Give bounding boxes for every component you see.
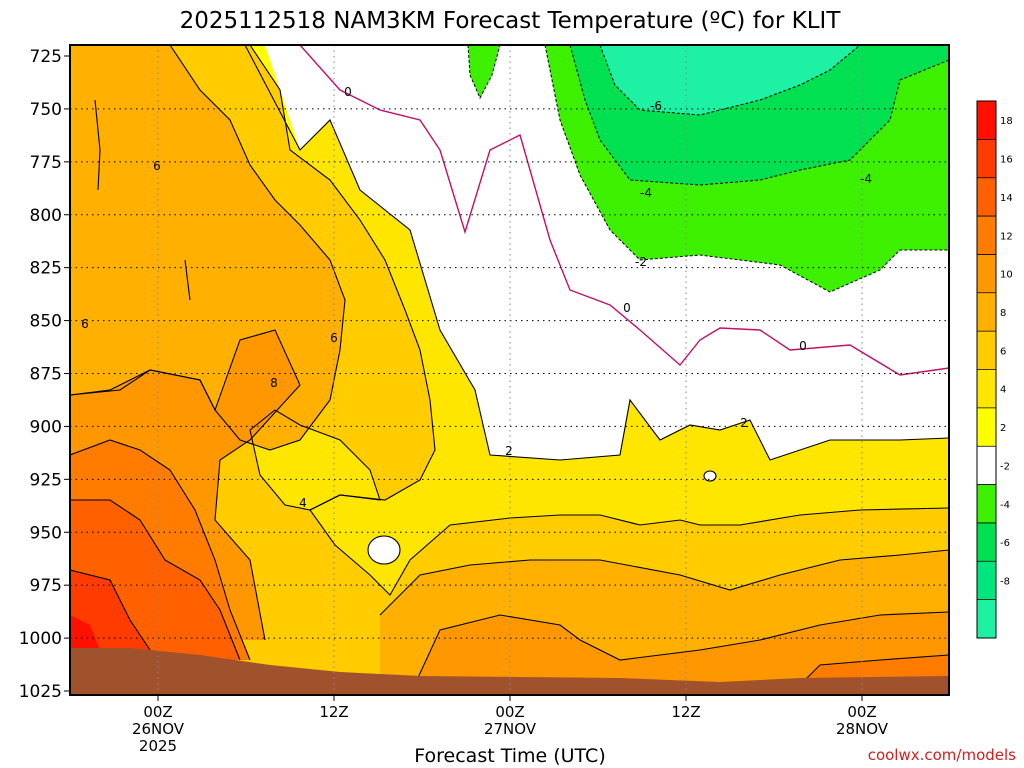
y-tick-label: 900 bbox=[30, 417, 62, 437]
y-tick-label: 850 bbox=[30, 312, 62, 332]
terrain-ground bbox=[70, 648, 949, 695]
contour-label: -2 bbox=[635, 255, 647, 269]
x-tick-label: 00Z bbox=[143, 703, 172, 721]
colorbar-tick-label: 4 bbox=[1000, 385, 1006, 396]
chart-title: 2025112518 NAM3KM Forecast Temperature (… bbox=[180, 8, 842, 34]
y-tick-label: 1000 bbox=[19, 629, 62, 649]
y-tick-label: 1025 bbox=[19, 682, 62, 702]
colorbar-tick-label: 6 bbox=[1000, 346, 1006, 357]
y-tick-label: 800 bbox=[30, 206, 62, 226]
contour-label: -4 bbox=[860, 172, 872, 186]
contour-label: 6 bbox=[330, 331, 338, 345]
plot-area bbox=[70, 45, 949, 695]
colorbar-band bbox=[977, 561, 996, 601]
colorbar-tick-label: 2 bbox=[1000, 423, 1006, 434]
colorbar-tick-label: 10 bbox=[1000, 270, 1013, 281]
y-tick-label: 775 bbox=[30, 153, 62, 173]
colorbar-tick-label: -4 bbox=[1000, 500, 1010, 511]
colorbar-tick-label: 12 bbox=[1000, 231, 1013, 242]
colorbar-band bbox=[977, 254, 996, 294]
negative-isotherms bbox=[467, 45, 949, 293]
x-tick-label: 00Z bbox=[495, 703, 524, 721]
colorbar-tick-label: 18 bbox=[1000, 116, 1013, 127]
contour-label: 2 bbox=[505, 444, 513, 458]
contour-label: 6 bbox=[153, 159, 161, 173]
colorbar-tick-label: -8 bbox=[1000, 576, 1010, 587]
contour-label: 0 bbox=[799, 339, 807, 353]
contour-label: 0 bbox=[623, 301, 631, 315]
contour-label: 0 bbox=[344, 85, 352, 99]
contour-label: 6 bbox=[81, 317, 89, 331]
contour-labels: 0 0 0 -6 -4 -4 -2 6 6 6 8 4 2 2 bbox=[81, 85, 872, 510]
colorbar-band bbox=[977, 407, 996, 447]
colorbar-band bbox=[977, 331, 996, 370]
colorbar-band bbox=[977, 446, 996, 486]
colorbar-band bbox=[977, 292, 996, 332]
colorbar-tick-label: 8 bbox=[1000, 308, 1006, 319]
contour-label: -4 bbox=[640, 186, 652, 200]
y-tick-label: 875 bbox=[30, 365, 62, 385]
contour-label: 4 bbox=[299, 496, 307, 510]
x-tick-label: 00Z bbox=[847, 703, 876, 721]
band-neg-cold-region bbox=[600, 45, 860, 115]
x-tick-label: 12Z bbox=[319, 703, 348, 721]
colorbar: 18 16 14 12 10 8 6 4 2 -2 -4 -6 -8 bbox=[976, 100, 1013, 639]
colorbar-band bbox=[977, 522, 996, 562]
colorbar-tick-label: -6 bbox=[1000, 538, 1010, 549]
contour-label: 2 bbox=[740, 416, 748, 430]
y-tick-label: 825 bbox=[30, 259, 62, 279]
colorbar-tick-label: 16 bbox=[1000, 155, 1013, 166]
colorbar-band bbox=[977, 139, 996, 179]
x-tick-label: 27NOV bbox=[484, 720, 537, 738]
x-tick-label: 26NOV bbox=[132, 720, 185, 738]
contour-label: 8 bbox=[270, 376, 278, 390]
contour-label: -6 bbox=[650, 99, 662, 113]
colorbar-band bbox=[977, 484, 996, 524]
y-tick-label: 750 bbox=[30, 100, 62, 120]
y-axis: 725 750 775 800 825 850 875 900 925 950 975 1000 102… bbox=[19, 47, 70, 702]
zero-isotherm bbox=[299, 45, 949, 376]
colorbar-band bbox=[977, 177, 996, 217]
colorbar-tick-label: -2 bbox=[1000, 461, 1010, 472]
x-axis-title: Forecast Time (UTC) bbox=[414, 745, 605, 767]
colorbar-band bbox=[977, 101, 996, 140]
band-4-6-region bbox=[70, 45, 949, 695]
band-neg-small-region-2 bbox=[468, 45, 500, 98]
x-tick-label: 2025 bbox=[139, 737, 177, 755]
band-16-18-region bbox=[70, 615, 100, 650]
y-tick-label: 925 bbox=[30, 470, 62, 490]
grid-lines bbox=[70, 45, 949, 695]
zero-below-region bbox=[265, 45, 949, 460]
y-tick-label: 950 bbox=[30, 523, 62, 543]
x-tick-label: 28NOV bbox=[836, 720, 889, 738]
credit-text[interactable]: coolwx.com/models bbox=[868, 746, 1016, 764]
x-tick-label: 12Z bbox=[671, 703, 700, 721]
y-tick-label: 975 bbox=[30, 576, 62, 596]
colorbar-band bbox=[977, 599, 996, 639]
colorbar-tick-label: 14 bbox=[1000, 193, 1013, 204]
colorbar-band bbox=[977, 369, 996, 409]
y-tick-label: 725 bbox=[30, 47, 62, 67]
colorbar-band bbox=[977, 216, 996, 255]
isotherm-lines bbox=[70, 45, 949, 695]
